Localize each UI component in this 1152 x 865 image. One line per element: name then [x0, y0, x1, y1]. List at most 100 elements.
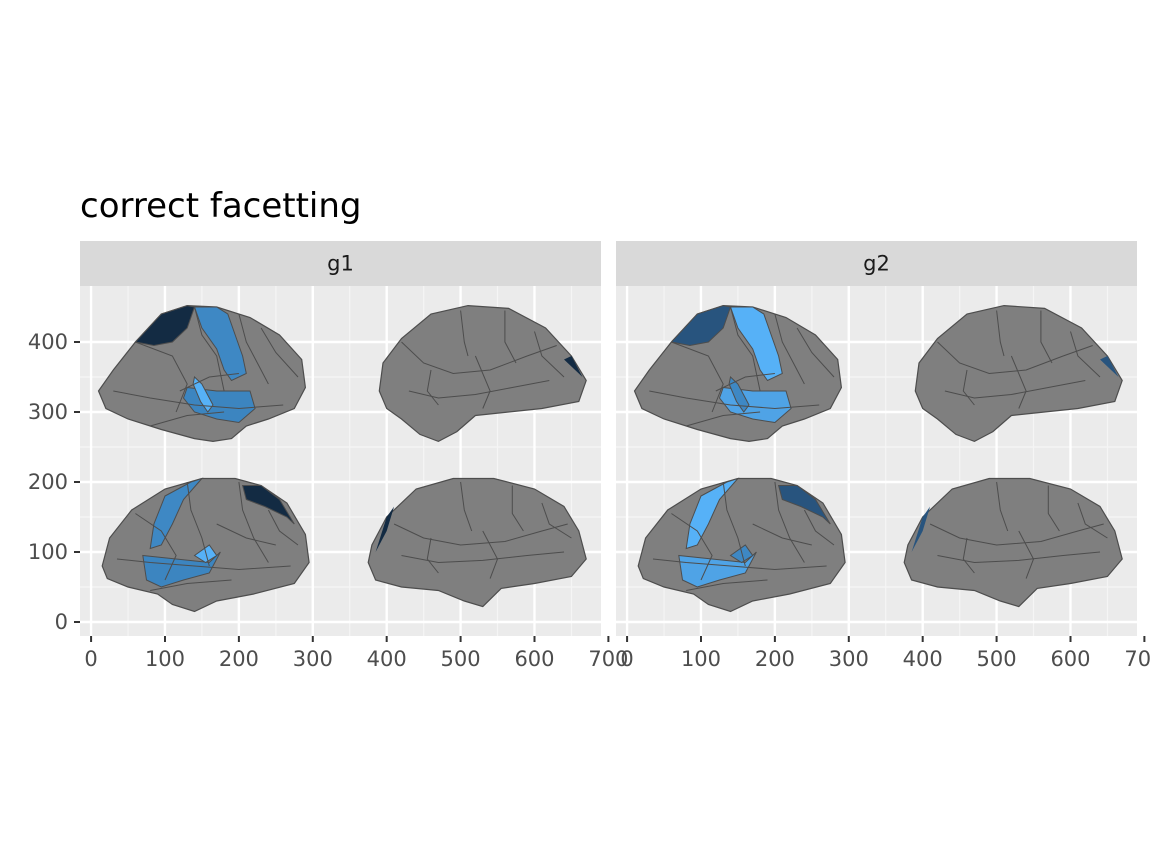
gyrus-boundary [186, 481, 210, 567]
gyrus-boundary [652, 558, 827, 571]
gyrus-boundary [671, 513, 713, 581]
x-tick-label: 700 [1124, 647, 1152, 671]
gyrus-boundary [267, 509, 299, 546]
gyrus-boundary [135, 341, 188, 413]
x-tick-label: 300 [829, 647, 869, 671]
gyrus-boundary [401, 341, 557, 375]
gyrus-boundary [260, 327, 299, 378]
gyrus-boundary [238, 481, 269, 563]
gyrus-boundary [962, 369, 975, 406]
chart-title: correct facetting [80, 186, 362, 226]
gyrus-boundary [179, 373, 239, 392]
region-superior-parietal [241, 485, 295, 525]
gyrus-boundary [408, 380, 550, 399]
gyrus-boundary [671, 341, 724, 413]
gyrus-boundary [482, 530, 499, 579]
region-precentral-gyrus [149, 477, 204, 550]
gyrus-boundary [534, 331, 565, 378]
facet-strip [80, 241, 601, 286]
brain-medial-lower [903, 477, 1123, 608]
facet-panel-g1: g1 0 100 200 300 400 500 600 700 [80, 241, 628, 671]
gyrus-boundary [996, 481, 1009, 532]
y-tick-label: 0 [55, 610, 68, 634]
region-superior-parietal-medial [375, 506, 395, 552]
region-transverse-temporal [728, 376, 750, 413]
gyrus-boundary [135, 513, 177, 581]
region-superior-parietal-medial [911, 506, 931, 552]
x-tick-label: 600 [1050, 647, 1090, 671]
gyrus-boundary [752, 523, 812, 546]
gyrus-boundary [774, 481, 805, 563]
gyrus-boundary [511, 485, 524, 532]
gyrus-boundary [460, 310, 469, 357]
x-tick-label: 300 [293, 647, 333, 671]
region-precentral-gyrus [193, 306, 247, 382]
gyrus-boundary [541, 502, 572, 539]
region-superior-parietal-medial [1100, 356, 1119, 377]
facet-strip [616, 241, 1137, 286]
x-tick-label: 400 [367, 647, 407, 671]
gyrus-boundary [238, 313, 269, 385]
x-tick-label: 0 [620, 647, 633, 671]
gyrus-boundary [216, 523, 276, 546]
region-superior-parietal [134, 305, 196, 347]
gyrus-boundary [1070, 331, 1101, 378]
gyrus-boundary [426, 537, 439, 574]
y-tick-label: 100 [28, 540, 68, 564]
gyrus-boundary [722, 481, 746, 567]
brain-atlas [633, 304, 1123, 613]
gyrus-boundary [460, 481, 473, 532]
gyrus-boundary [504, 310, 517, 364]
brain-atlas [97, 304, 587, 613]
region-superior-parietal-medial [564, 356, 583, 377]
gyrus-boundary [686, 411, 761, 427]
x-tick-label: 100 [681, 647, 721, 671]
gyrus-boundary [649, 390, 820, 410]
facet-strip-label: g1 [327, 252, 354, 276]
brain-medial-lower [367, 477, 587, 608]
x-tick-label: 600 [514, 647, 554, 671]
gyrus-boundary [194, 306, 225, 392]
y-tick-label: 200 [28, 470, 68, 494]
region-transverse-temporal [192, 376, 214, 413]
gyrus-boundary [796, 327, 835, 378]
x-tick-label: 0 [84, 647, 97, 671]
gyrus-boundary [1047, 485, 1060, 532]
gyrus-boundary [1077, 502, 1108, 539]
x-tick-label: 200 [755, 647, 795, 671]
gyrus-boundary [1018, 530, 1035, 579]
gyrus-boundary [730, 306, 761, 392]
region-superior-parietal [777, 485, 831, 525]
region-superior-temporal [142, 551, 221, 588]
gyrus-boundary [150, 579, 232, 591]
gyrus-boundary [113, 390, 284, 410]
y-tick-label: 400 [28, 330, 68, 354]
gyrus-boundary [937, 551, 1101, 564]
region-superior-temporal [678, 551, 757, 588]
gyrus-boundary [150, 411, 225, 427]
gyrus-boundary [803, 509, 835, 546]
gyrus-boundary [474, 355, 491, 409]
gyrus-boundary [937, 341, 1093, 375]
x-tick-label: 700 [588, 647, 628, 671]
x-tick-label: 100 [145, 647, 185, 671]
gyrus-boundary [686, 579, 768, 591]
gyrus-boundary [962, 537, 975, 574]
x-tick-label: 500 [441, 647, 481, 671]
facet-strip-label: g2 [863, 252, 890, 276]
y-tick-label: 300 [28, 400, 68, 424]
gyrus-boundary [116, 558, 291, 571]
x-tick-label: 500 [977, 647, 1017, 671]
region-precentral-gyrus [729, 306, 783, 382]
x-tick-label: 400 [903, 647, 943, 671]
gyrus-boundary [1040, 310, 1053, 364]
gyrus-boundary [401, 551, 565, 564]
gyrus-boundary [944, 380, 1086, 399]
gyrus-boundary [715, 373, 775, 392]
gyrus-boundary [393, 523, 568, 546]
region-superior-parietal [670, 305, 732, 347]
region-precentral-gyrus [685, 477, 740, 550]
gyrus-boundary [1010, 355, 1027, 409]
facet-panel-g2: g2 0 100 200 300 400 500 600 700 [616, 241, 1152, 671]
